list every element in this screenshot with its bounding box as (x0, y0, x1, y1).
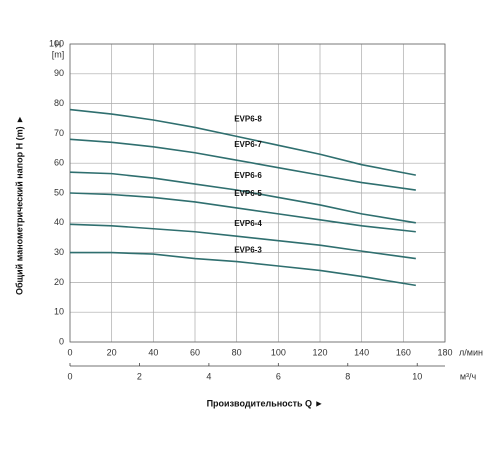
x2-tick-label: 10 (412, 371, 422, 381)
series-label: EVP6-5 (234, 189, 262, 198)
curve (69, 138, 416, 191)
curve (69, 171, 416, 224)
y-unit: H (55, 39, 62, 49)
x2-tick-label: 0 (67, 371, 72, 381)
curve (69, 108, 416, 176)
curve (70, 251, 416, 287)
series-label: EVP6-3 (234, 246, 262, 255)
x-axis-title: Производительность Q ► (207, 398, 324, 408)
y-tick-label: 70 (54, 128, 64, 138)
y-axis-title: Общий манометрический напор H (m) ► (14, 115, 24, 295)
x-tick-label: 60 (190, 347, 200, 357)
x2-tick-label: 6 (276, 371, 281, 381)
x-tick-label: 100 (271, 347, 286, 357)
y-tick-label: 20 (54, 277, 64, 287)
y-tick-label: 30 (54, 247, 64, 257)
x2-tick-label: 4 (206, 371, 211, 381)
y-tick-label: 100 (49, 38, 64, 48)
y-tick-label: 60 (54, 158, 64, 168)
y-tick-label: 90 (54, 68, 64, 78)
x-unit: л/мин (459, 347, 483, 357)
curve (69, 192, 416, 233)
x-tick-label: 80 (232, 347, 242, 357)
x2-tick-label: 8 (345, 371, 350, 381)
curve (69, 223, 416, 260)
y-tick-label: 80 (54, 98, 64, 108)
x-tick-label: 40 (148, 347, 158, 357)
x-tick-label: 140 (354, 347, 369, 357)
y-tick-label: 50 (54, 187, 64, 197)
x-tick-label: 20 (107, 347, 117, 357)
series-label: EVP6-6 (234, 171, 262, 180)
series-label: EVP6-4 (234, 219, 262, 228)
x2-tick-label: 2 (137, 371, 142, 381)
y-tick-label: 10 (54, 307, 64, 317)
x-tick-label: 180 (437, 347, 452, 357)
series-label: EVP6-7 (234, 140, 262, 149)
series-label: EVP6-8 (234, 115, 262, 124)
y-tick-label: 40 (54, 217, 64, 227)
x-tick-label: 0 (67, 347, 72, 357)
y-tick-label: 0 (59, 336, 64, 346)
x-tick-label: 120 (312, 347, 327, 357)
x-tick-label: 160 (396, 347, 411, 357)
x2-unit: м³/ч (460, 371, 477, 381)
y-unit: [m] (52, 49, 65, 59)
